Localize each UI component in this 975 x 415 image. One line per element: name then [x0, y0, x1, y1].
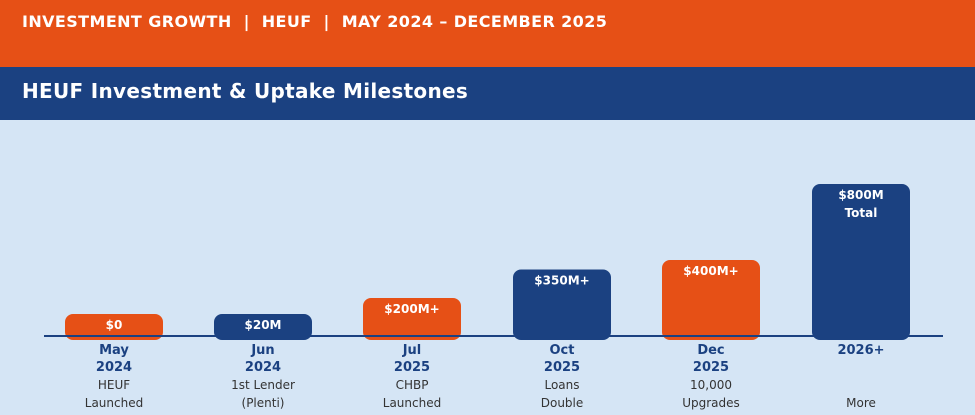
milestone-caption: Launched [85, 396, 143, 410]
x-tick-label: Jul [402, 343, 422, 358]
bar [363, 298, 461, 340]
milestone-caption: HEUF [98, 378, 130, 392]
bar-value-label: Total [845, 206, 878, 220]
bar-value-label: $200M+ [384, 302, 439, 316]
milestone-caption: More [846, 396, 876, 410]
milestone-caption: Upgrades [682, 396, 740, 410]
x-tick-label: May [99, 343, 129, 358]
bar-value-label: $800M [838, 188, 883, 202]
x-tick-label: 2025 [693, 360, 729, 375]
bar-value-label: $20M [245, 318, 282, 332]
milestone-caption: Double [541, 396, 584, 410]
top-banner: INVESTMENT GROWTH | HEUF | MAY 2024 – DE… [0, 0, 975, 67]
bar-value-label: $400M+ [683, 264, 738, 278]
bar [65, 314, 163, 340]
x-tick-label: 2025 [394, 360, 430, 375]
milestone-caption: Launched [383, 396, 441, 410]
banner-text: INVESTMENT GROWTH | HEUF | MAY 2024 – DE… [22, 12, 608, 31]
x-tick-label: Oct [550, 343, 575, 358]
milestone-caption: Loans [544, 378, 579, 392]
x-tick-label: Jun [250, 343, 274, 358]
x-tick-label: 2026+ [837, 343, 884, 358]
chart-area: $0 May 2024 HEUF Launched $20M Jun 2024 1st Lend… [0, 120, 975, 415]
x-tick-label: Dec [697, 343, 724, 358]
milestone-caption: 10,000 [690, 378, 732, 392]
bar [214, 314, 312, 340]
x-tick-label: 2025 [544, 360, 580, 375]
x-tick-label: 2024 [245, 360, 281, 375]
bar-value-label: $0 [106, 318, 123, 332]
milestone-caption: CHBP [396, 378, 429, 392]
milestone-bar-chart: $0 May 2024 HEUF Launched $20M Jun 2024 1st Lend… [44, 184, 943, 415]
title-band: HEUF Investment & Uptake Milestones [0, 67, 975, 120]
bar [662, 260, 760, 340]
x-tick-label: 2024 [96, 360, 132, 375]
bar [513, 269, 611, 340]
milestone-caption: (Plenti) [242, 396, 285, 410]
bar [812, 184, 910, 340]
bar-value-label: $350M+ [534, 274, 589, 288]
milestone-caption: 1st Lender [231, 378, 295, 392]
page-title: HEUF Investment & Uptake Milestones [22, 79, 469, 103]
